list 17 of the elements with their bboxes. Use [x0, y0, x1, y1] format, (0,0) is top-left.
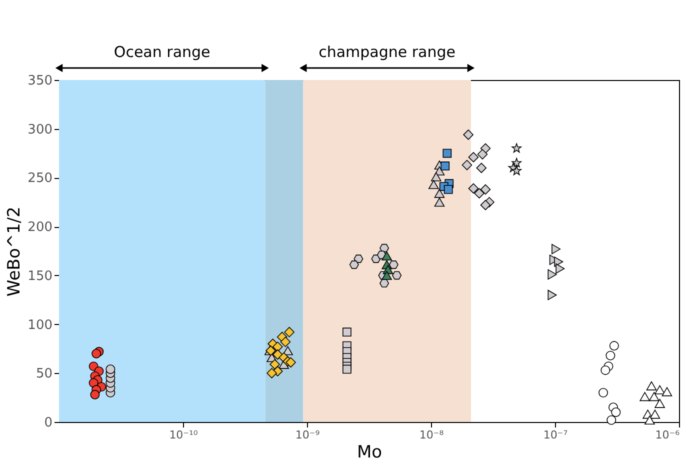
y-tick-label: 250	[28, 171, 52, 186]
x-tick-label: 10⁻⁶	[655, 428, 680, 442]
band-label: Ocean range	[114, 43, 210, 61]
x-axis-title: Mo	[356, 442, 382, 462]
y-axis-title: WeBo^1/2	[4, 206, 25, 296]
x-tick-label: 10⁻⁸	[419, 428, 444, 442]
y-tick-label: 100	[28, 318, 52, 333]
y-tick-label: 350	[28, 74, 52, 88]
band-label: champagne range	[318, 43, 456, 61]
y-tick-label: 50	[36, 366, 52, 382]
x-tick-label: 10⁻⁹	[295, 428, 320, 442]
x-tick-label: 10⁻¹⁰	[169, 428, 198, 442]
y-tick-label: 0	[44, 416, 52, 430]
x-tick-label: 10⁻⁷	[543, 428, 568, 442]
y-tick-label: 300	[28, 122, 52, 138]
y-tick-label: 200	[28, 220, 52, 236]
y-tick-label: 150	[28, 268, 52, 284]
